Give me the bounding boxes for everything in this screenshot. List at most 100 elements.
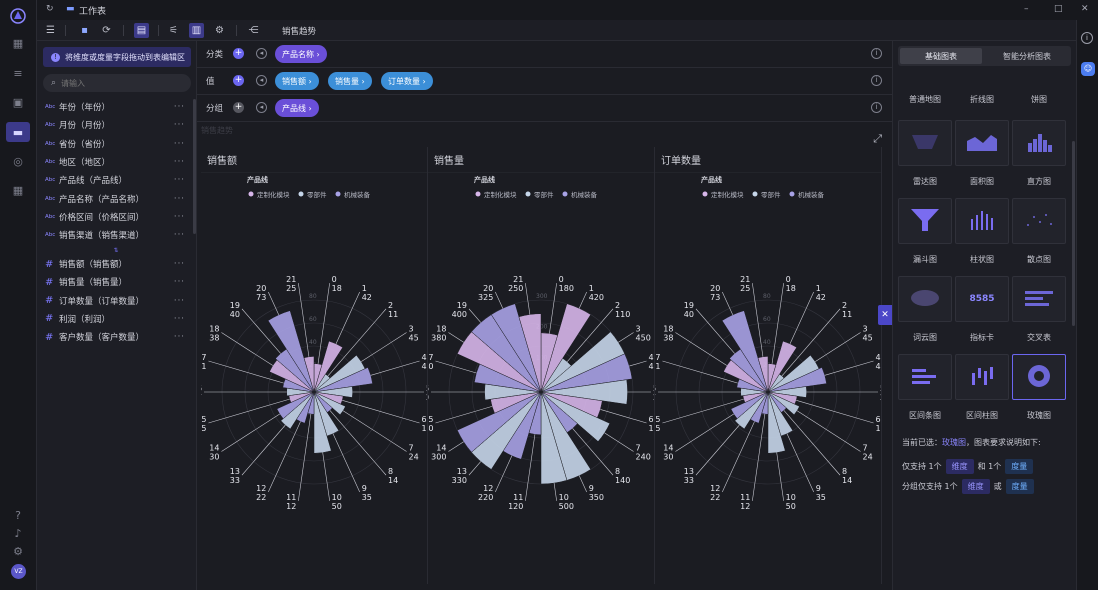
collapse-gallery-button[interactable]: ✕ [878, 305, 892, 325]
chart-type-tile[interactable] [1012, 276, 1066, 322]
collapse-panel-icon[interactable]: ☰ [46, 25, 55, 36]
close-button[interactable]: ✕ [1081, 4, 1089, 14]
sync-icon[interactable]: ⟳ [102, 25, 111, 36]
group-shelf[interactable]: 分组 + ◂ 产品线 › i [197, 95, 892, 122]
rose-sector[interactable] [313, 386, 353, 398]
sort-icon[interactable]: ◂ [256, 102, 267, 113]
chart-view-icon[interactable]: ▥ [189, 23, 204, 38]
tile-label[interactable]: 散点图 [1027, 255, 1051, 264]
field-item[interactable]: # 销售量（销售量） ··· [45, 274, 189, 290]
field-item[interactable]: # 订单数量（订单数量） ··· [45, 293, 189, 309]
field-item[interactable]: # 销售额（销售额） ··· [45, 256, 189, 272]
tile-label[interactable]: 区间柱图 [966, 411, 998, 420]
more-icon[interactable]: ··· [173, 211, 185, 222]
tile-label[interactable]: 玫瑰图 [1027, 411, 1051, 420]
rose-sector[interactable] [540, 391, 611, 442]
table-view-icon[interactable]: ▤ [134, 23, 149, 38]
more-icon[interactable]: ··· [173, 120, 185, 131]
info-icon[interactable]: i [871, 102, 882, 113]
field-item[interactable]: Abc 价格区间（价格区间） ··· [45, 209, 189, 225]
apps-icon[interactable]: ▦ [12, 183, 24, 197]
refresh-icon[interactable]: ↻ [46, 4, 54, 14]
rose-sector[interactable] [313, 340, 344, 393]
more-icon[interactable]: ··· [173, 138, 185, 149]
add-icon[interactable]: + [233, 102, 244, 113]
sort-icon[interactable]: ◂ [256, 75, 267, 86]
field-item[interactable]: Abc 产品线（产品线） ··· [45, 172, 189, 188]
chart-type-tile[interactable] [1012, 198, 1066, 244]
tile-label[interactable]: 词云图 [913, 333, 937, 342]
field-item[interactable]: Abc 产品名称（产品名称） ··· [45, 191, 189, 207]
legend-item[interactable]: 机械装备 [571, 190, 598, 199]
tile-label[interactable]: 交叉表 [1027, 333, 1051, 342]
chart-type-tile[interactable] [898, 354, 952, 400]
assistant-icon[interactable]: ☺ [1081, 62, 1095, 76]
field-item[interactable]: # 利润（利润） ··· [45, 311, 189, 327]
rose-sector[interactable] [456, 391, 542, 453]
avatar[interactable]: VZ [11, 564, 26, 579]
legend-item[interactable]: 定制化模块 [257, 190, 290, 199]
more-icon[interactable]: ··· [173, 102, 185, 112]
tile-label[interactable]: 柱状图 [970, 255, 994, 264]
tile-label[interactable]: 折线图 [970, 95, 994, 104]
sheet-tab-label[interactable]: 销售趋势 [282, 27, 317, 37]
tile-label[interactable]: 指标卡 [970, 333, 994, 342]
chart-type-tile[interactable] [955, 120, 1009, 166]
more-icon[interactable]: ··· [173, 259, 185, 269]
pill-order-count[interactable]: 订单数量 › [381, 72, 433, 90]
add-icon[interactable]: + [233, 48, 244, 59]
more-icon[interactable]: ··· [173, 230, 185, 241]
more-icon[interactable]: ··· [173, 277, 185, 288]
grid-icon[interactable]: ▦ [12, 36, 24, 50]
info-icon[interactable]: i [1081, 32, 1093, 44]
tab-basic-charts[interactable]: 基础图表 [900, 48, 982, 64]
rose-sector[interactable] [757, 356, 769, 393]
chart-type-tile[interactable] [898, 276, 952, 322]
fullscreen-icon[interactable]: ⤢ [873, 132, 882, 145]
field-item[interactable]: Abc 销售渠道（销售渠道） ··· [45, 227, 189, 243]
folder-icon[interactable]: ▬ [6, 122, 30, 142]
category-shelf[interactable]: 分类 + ◂ 产品名称 › i [197, 41, 892, 68]
more-icon[interactable]: ··· [173, 193, 185, 204]
info-icon[interactable]: i [871, 75, 882, 86]
search-input[interactable] [61, 78, 172, 88]
help-icon[interactable]: ? [15, 508, 21, 522]
legend-item[interactable]: 零部件 [534, 190, 554, 199]
tile-label[interactable]: 面积图 [970, 177, 994, 186]
save-icon[interactable]: ▪ [81, 25, 88, 36]
more-icon[interactable]: ··· [173, 295, 185, 306]
dashboard-icon[interactable]: ▣ [12, 95, 24, 109]
tile-label[interactable]: 漏斗图 [913, 255, 937, 264]
tile-label[interactable]: 饼图 [1031, 95, 1047, 104]
pill-product-name[interactable]: 产品名称 › [275, 45, 327, 63]
field-item[interactable]: Abc 月份（月份） ··· [45, 117, 189, 133]
more-icon[interactable]: ··· [173, 313, 185, 324]
legend-item[interactable]: 机械装备 [798, 190, 825, 199]
more-icon[interactable]: ··· [173, 156, 185, 167]
tile-label[interactable]: 区间条图 [909, 411, 941, 420]
chart-type-tile[interactable] [1012, 354, 1066, 400]
more-icon[interactable]: ··· [173, 175, 185, 186]
chart-type-tile[interactable] [898, 198, 952, 244]
chart-type-tile[interactable]: 8585 [955, 276, 1009, 322]
tile-label[interactable]: 雷达图 [913, 177, 937, 186]
rose-sector[interactable] [303, 356, 315, 393]
legend-item[interactable]: 机械装备 [344, 190, 371, 199]
chart-type-tile[interactable] [955, 198, 1009, 244]
add-icon[interactable]: + [233, 75, 244, 86]
settings-icon[interactable]: ⚙ [13, 544, 23, 558]
pill-sales-amount[interactable]: 销售额 › [275, 72, 319, 90]
field-search[interactable]: ⌕ [43, 74, 191, 92]
more-icon[interactable]: ··· [173, 332, 185, 343]
field-item[interactable]: Abc 地区（地区） ··· [45, 154, 189, 170]
scrollbar[interactable] [1072, 141, 1075, 326]
chart-type-tile[interactable] [1012, 120, 1066, 166]
legend-item[interactable]: 定制化模块 [484, 190, 517, 199]
share-icon[interactable]: ⋲ [248, 25, 259, 36]
value-shelf[interactable]: 值 + ◂ 销售额 › 销售量 › 订单数量 › i [197, 68, 892, 95]
database-icon[interactable]: ≡ [13, 66, 23, 80]
legend-item[interactable]: 零部件 [761, 190, 781, 199]
maximize-button[interactable]: □ [1054, 4, 1063, 14]
list-splitter[interactable]: ⇅ [113, 247, 119, 254]
legend-item[interactable]: 定制化模块 [711, 190, 744, 199]
